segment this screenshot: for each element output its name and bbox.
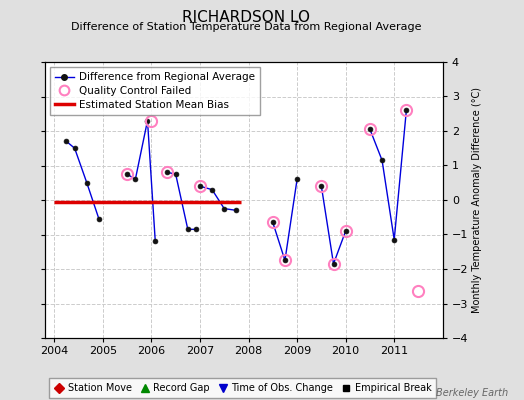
Y-axis label: Monthly Temperature Anomaly Difference (°C): Monthly Temperature Anomaly Difference (…: [473, 87, 483, 313]
Text: RICHARDSON LO: RICHARDSON LO: [182, 10, 310, 25]
Text: Berkeley Earth: Berkeley Earth: [436, 388, 508, 398]
Legend: Station Move, Record Gap, Time of Obs. Change, Empirical Break: Station Move, Record Gap, Time of Obs. C…: [49, 378, 436, 398]
Text: Difference of Station Temperature Data from Regional Average: Difference of Station Temperature Data f…: [71, 22, 421, 32]
